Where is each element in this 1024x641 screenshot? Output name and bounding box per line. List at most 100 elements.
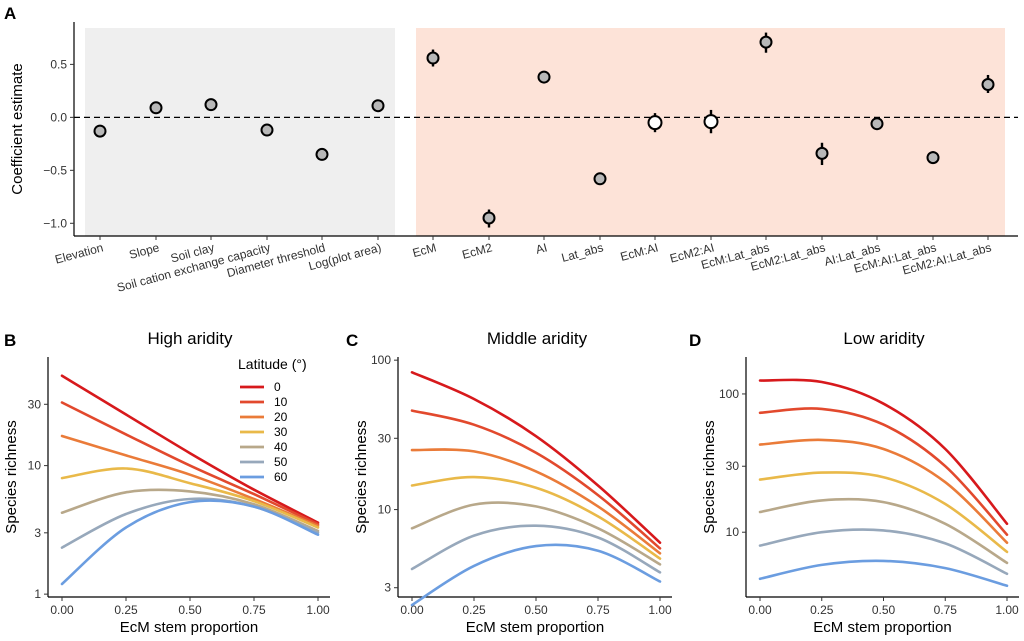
estimate-point-lat-abs xyxy=(593,172,607,186)
y-tick-label: 10 xyxy=(28,459,42,473)
series-line-latitude-0 xyxy=(758,378,1009,526)
panel-c-letter: C xyxy=(346,331,358,350)
series-line-latitude-60 xyxy=(410,543,662,607)
estimate-point-soil-clay xyxy=(204,98,218,112)
y-tick-label: 3 xyxy=(34,526,41,540)
group-band-environment xyxy=(85,28,395,236)
y-axis-title: Species richness xyxy=(701,420,718,533)
estimate-point-soil-cation-exchange-capacity xyxy=(260,123,274,137)
estimate-point-elevation xyxy=(93,124,107,138)
chart-title: High aridity xyxy=(147,329,233,348)
series-line-latitude-50 xyxy=(410,524,662,574)
panel-b-letter: B xyxy=(4,331,16,350)
y-tick-label: 1 xyxy=(34,587,41,601)
legend-label-latitude-20: 20 xyxy=(274,410,288,424)
y-tick-label: 0.0 xyxy=(50,110,67,124)
estimate-point-ecm2-ai xyxy=(703,114,719,130)
estimate-point-slope xyxy=(149,101,163,115)
x-tick-label: 0.75 xyxy=(242,603,266,617)
series-line-latitude-0 xyxy=(60,374,320,524)
series-line-latitude-30 xyxy=(410,475,662,560)
chart-title: Low aridity xyxy=(843,329,925,348)
estimate-point-ecm2-ai-lat-abs xyxy=(981,78,995,92)
y-tick-label: 10 xyxy=(726,525,740,539)
estimate-point-ai-lat-abs xyxy=(870,117,884,131)
x-tick-label-ai: AI xyxy=(534,240,549,256)
high-aridity-chart: High aridity 1 3 10 30 0.00 0.25 0.50 0.75 1.00 Ec… xyxy=(3,329,330,636)
x-tick-label-elevation: Elevation xyxy=(53,240,104,266)
x-tick-label-ecm-ai: EcM:AI xyxy=(619,240,660,264)
y-tick-label: 100 xyxy=(371,353,391,367)
x-tick-label: 0.00 xyxy=(400,603,424,617)
x-tick-label: 0.50 xyxy=(524,603,548,617)
series-line-latitude-10 xyxy=(410,409,662,550)
series-line-latitude-30 xyxy=(758,471,1009,554)
legend-title: Latitude (°) xyxy=(238,356,307,372)
x-tick-label-ecm: EcM xyxy=(411,240,438,260)
x-tick-label-ecm2: EcM2 xyxy=(461,240,495,262)
estimate-point-ai xyxy=(537,70,551,84)
series-line-latitude-20 xyxy=(60,434,320,528)
series-line-latitude-20 xyxy=(758,438,1009,544)
legend-label-latitude-10: 10 xyxy=(274,395,288,409)
y-tick-label: −1.0 xyxy=(43,216,67,230)
series-line-latitude-40 xyxy=(758,497,1009,565)
panel-d-letter: D xyxy=(689,331,701,350)
x-tick-label: 0.50 xyxy=(872,603,896,617)
y-tick-label: 3 xyxy=(384,581,391,595)
y-axis-title: Coefficient estimate xyxy=(9,63,26,194)
series-line-latitude-30 xyxy=(60,467,320,529)
series-line-latitude-10 xyxy=(758,407,1009,536)
legend-label-latitude-60: 60 xyxy=(274,470,288,484)
x-tick-label: 1.00 xyxy=(648,603,672,617)
estimate-point-ecm-ai-lat-abs xyxy=(926,151,940,165)
y-tick-label: 30 xyxy=(378,431,392,445)
series-line-latitude-0 xyxy=(410,371,662,544)
series-line-latitude-50 xyxy=(758,528,1009,576)
x-tick-label: 1.00 xyxy=(306,603,330,617)
y-tick-label: 0.5 xyxy=(50,57,67,71)
series-line-latitude-10 xyxy=(60,401,320,526)
x-tick-label: 0.75 xyxy=(934,603,958,617)
estimate-point-log-plot-area xyxy=(371,99,385,113)
panel-a-letter: A xyxy=(4,4,16,23)
series-line-latitude-40 xyxy=(410,501,662,566)
legend-label-latitude-50: 50 xyxy=(274,455,288,469)
y-axis-title: Species richness xyxy=(3,420,20,533)
series-line-latitude-40 xyxy=(60,488,320,533)
x-tick-label: 0.25 xyxy=(462,603,486,617)
x-tick-label: 0.25 xyxy=(810,603,834,617)
y-tick-label: 100 xyxy=(719,387,739,401)
x-tick-label: 1.00 xyxy=(995,603,1019,617)
low-aridity-chart: Low aridity 10 30 100 0.00 0.25 0.50 0.75 1.00 Ec… xyxy=(701,329,1019,636)
y-axis-title: Species richness xyxy=(353,420,370,533)
y-tick-label: −0.5 xyxy=(43,163,67,177)
y-tick-label: 30 xyxy=(726,459,740,473)
estimate-point-ecm2-lat-abs xyxy=(815,146,829,160)
estimate-point-ecm-ai xyxy=(647,115,663,131)
estimate-point-diameter-threshold xyxy=(315,147,329,161)
x-tick-label-slope: Slope xyxy=(127,240,161,262)
coefficient-plot: −1.0 −0.5 0.0 0.5 Coefficient estimate Elevat… xyxy=(9,22,1018,295)
legend-label-latitude-40: 40 xyxy=(274,440,288,454)
x-axis-title: EcM stem proportion xyxy=(120,619,258,636)
estimate-point-ecm2 xyxy=(482,211,496,225)
x-tick-label: 0.00 xyxy=(748,603,772,617)
legend-label-latitude-0: 0 xyxy=(274,380,281,394)
y-tick-label: 10 xyxy=(378,503,392,517)
series-line-latitude-20 xyxy=(410,448,662,555)
y-tick-label: 30 xyxy=(28,397,42,411)
x-tick-label: 0.00 xyxy=(50,603,74,617)
middle-aridity-chart: Middle aridity 3 10 30 100 0.00 0.25 0.50 0.75 1.… xyxy=(353,329,672,636)
x-tick-label: 0.75 xyxy=(586,603,610,617)
estimate-point-ecm-lat-abs xyxy=(759,35,773,49)
legend-label-latitude-30: 30 xyxy=(274,425,288,439)
series-line-latitude-60 xyxy=(60,499,320,586)
chart-title: Middle aridity xyxy=(487,329,588,348)
x-tick-label: 0.25 xyxy=(114,603,138,617)
x-axis-title: EcM stem proportion xyxy=(813,619,951,636)
x-tick-label: 0.50 xyxy=(178,603,202,617)
estimate-point-ecm xyxy=(426,51,440,65)
x-tick-label-lat-abs: Lat_abs xyxy=(560,240,605,265)
